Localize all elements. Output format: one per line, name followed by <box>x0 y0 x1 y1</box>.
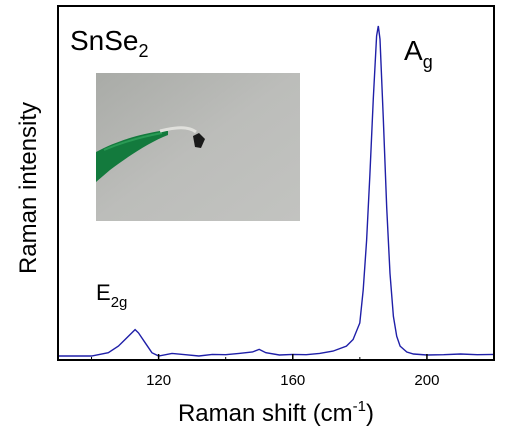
crystal-sample <box>193 133 205 148</box>
material-label: SnSe2 <box>70 25 149 61</box>
inset-photo <box>96 73 300 221</box>
material-label-subscript: 2 <box>139 41 149 61</box>
tweezer-shape <box>96 131 168 182</box>
peak-label-e2g-base: E <box>96 280 111 305</box>
tweezer-highlight <box>103 132 163 151</box>
x-axis-label-superscript: -1 <box>353 398 366 415</box>
x-axis-label-end: ) <box>366 400 374 427</box>
spectrum-line <box>58 25 495 357</box>
x-axis-label: Raman shift (cm-1) <box>178 398 374 427</box>
peak-label-e2g-subscript: 2g <box>111 294 128 311</box>
x-axis-label-main: Raman shift (cm <box>178 400 353 427</box>
x-tick-label: 200 <box>414 372 439 389</box>
material-label-base: SnSe <box>70 25 139 56</box>
peak-label-ag: Ag <box>404 35 433 72</box>
x-tick-label: 160 <box>280 372 305 389</box>
x-tick-label: 120 <box>146 372 171 389</box>
x-axis-ticks: 120 160 200 <box>91 354 495 389</box>
wire-shape <box>159 126 197 134</box>
peak-label-ag-subscript: g <box>423 52 433 72</box>
peak-label-ag-base: A <box>404 35 423 66</box>
plot-frame <box>57 5 495 361</box>
y-axis-label: Raman intensity <box>15 102 42 274</box>
peak-label-e2g: E2g <box>96 280 127 311</box>
